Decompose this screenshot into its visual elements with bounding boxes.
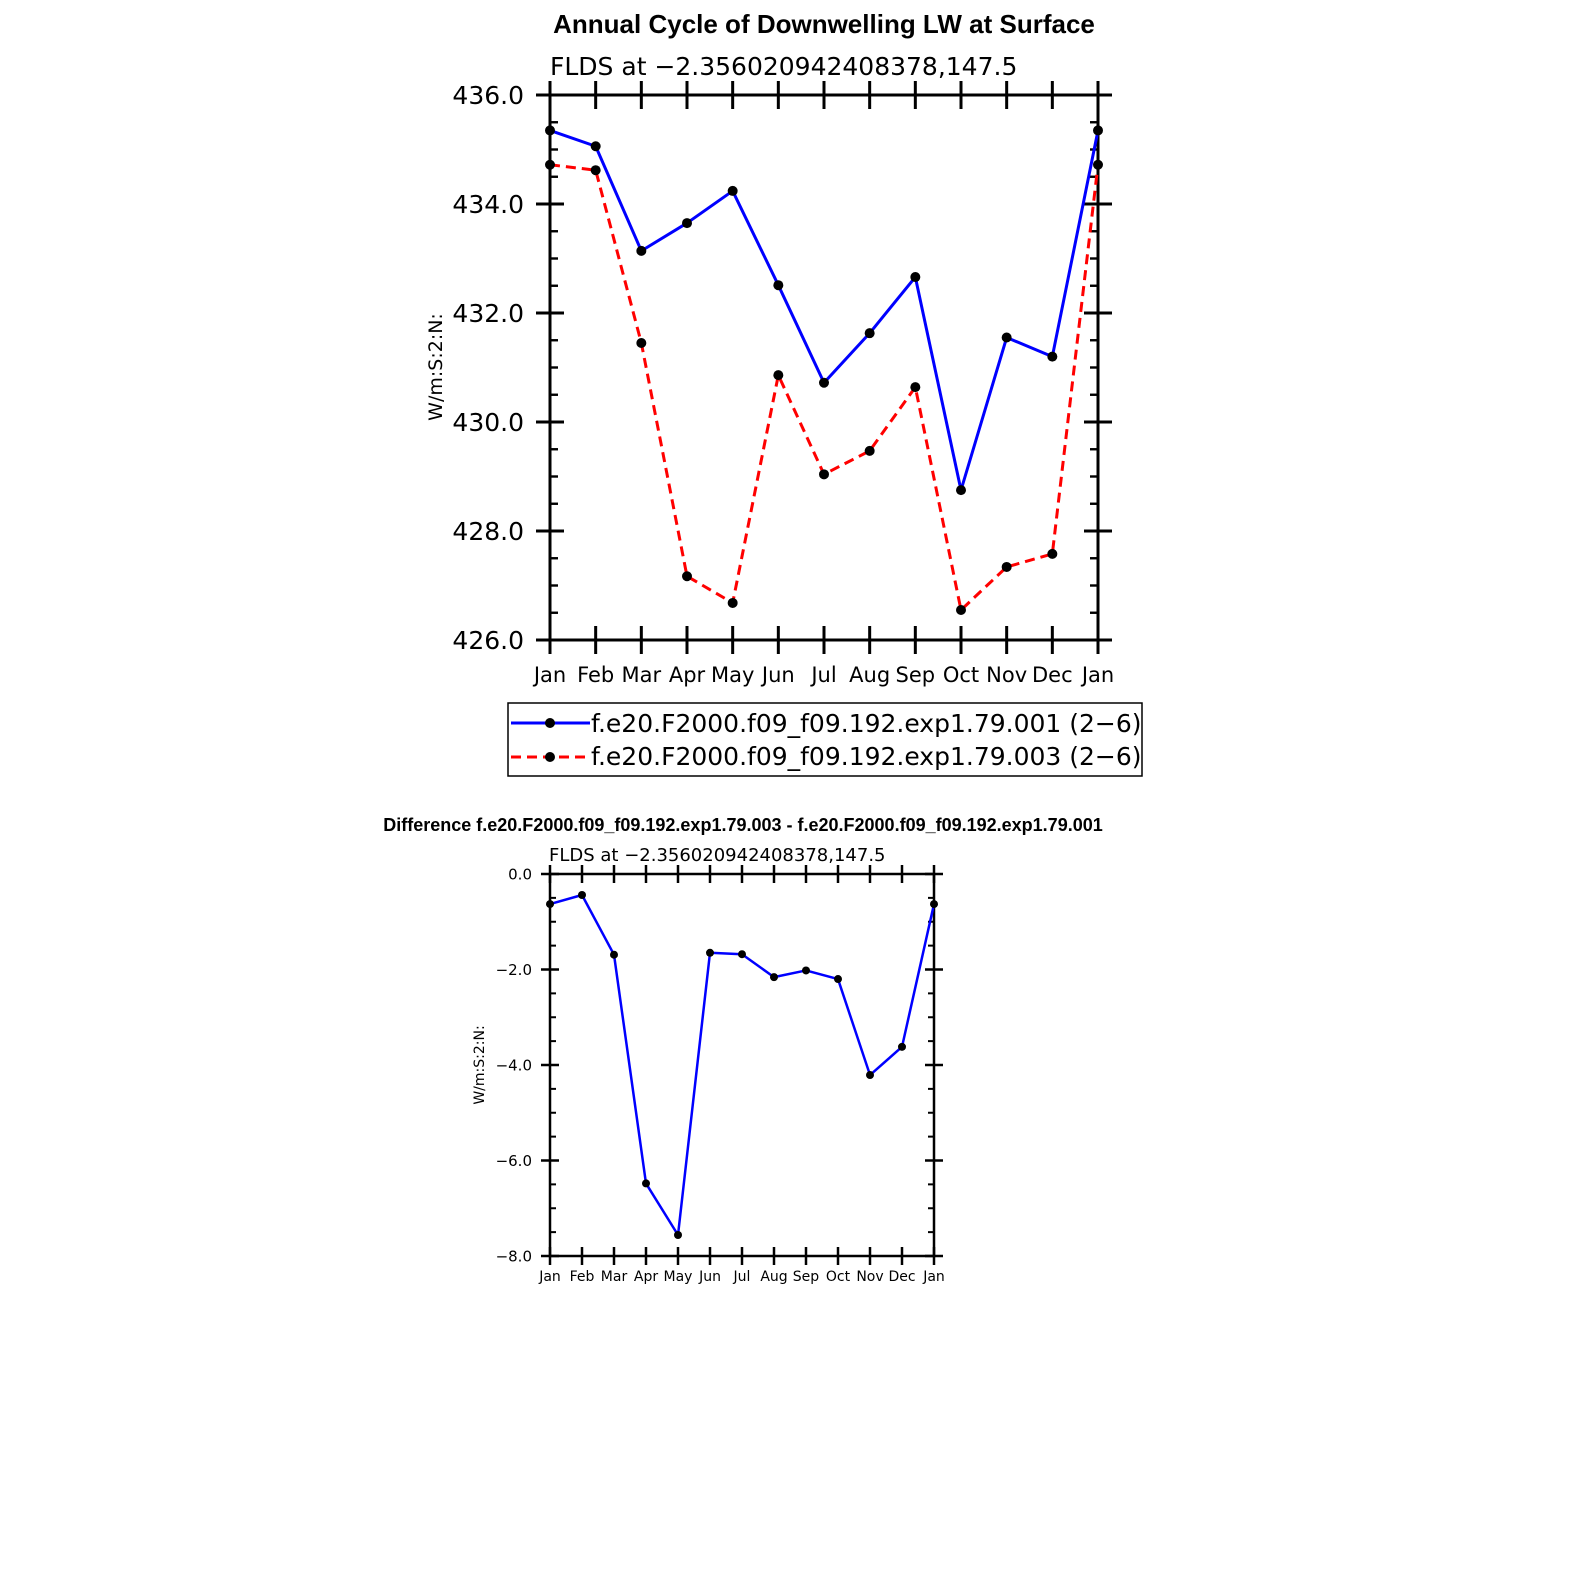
chart-2-y-tick-label: −6.0 xyxy=(496,1152,532,1170)
chart-2-x-tick-label: Jan xyxy=(538,1269,561,1285)
chart-2-x-tick-label: Apr xyxy=(634,1269,658,1285)
chart-1-x-tick-label: Dec xyxy=(1032,663,1073,687)
chart-1-x-tick-label: Jan xyxy=(532,663,566,687)
chart-1-x-tick-label: Sep xyxy=(896,663,936,687)
chart-1-series-2-point xyxy=(956,605,966,616)
chart-1-series-1-point xyxy=(545,125,555,136)
chart-1-legend: f.e20.F2000.f09_f09.192.exp1.79.001 (2−6… xyxy=(507,702,1143,777)
chart-1-series-2-point xyxy=(1001,561,1012,572)
chart-1-x-tick-label: Jan xyxy=(1080,663,1114,687)
chart-2-series-1-point xyxy=(834,975,842,984)
chart-2-x-tick-label: Dec xyxy=(888,1269,915,1285)
chart-2-series-1-point xyxy=(866,1071,874,1080)
chart-2-x-tick-label: Sep xyxy=(793,1269,820,1285)
chart-1-series-2-point xyxy=(636,337,647,348)
chart-1-subtitle: FLDS at −2.356020942408378,147.5 xyxy=(550,52,1017,81)
legend-item-series-1: f.e20.F2000.f09_f09.192.exp1.79.001 (2−6… xyxy=(511,709,1142,738)
chart-2-series-1-point xyxy=(642,1179,650,1188)
chart-1-x-tick-label: Nov xyxy=(986,663,1027,687)
chart-2-y-tick-label: 0.0 xyxy=(508,865,532,883)
chart-1-x-tick-label: Feb xyxy=(577,663,614,687)
chart-2-x-tick-label: Jun xyxy=(698,1269,721,1285)
chart-1-series-2-point xyxy=(590,165,601,176)
chart-2-x-tick-label: Oct xyxy=(826,1269,851,1285)
chart-2-series-1-point xyxy=(578,891,586,900)
chart-2-series-1-point xyxy=(802,966,810,975)
chart-1-series-2-point xyxy=(910,382,921,393)
chart-1-y-tick-label: 430.0 xyxy=(452,408,524,437)
chart-2-y-tick-label: −8.0 xyxy=(496,1247,532,1265)
chart-1-x-tick-label: Jul xyxy=(809,663,836,687)
chart-2-series-1-point xyxy=(770,973,778,982)
chart-1-plot: 426.0 428.0 430.0 432.0 434.0 436.0 Jan Feb Mar A… xyxy=(452,81,1114,687)
chart-1-series-1-point xyxy=(590,141,601,152)
chart-1-x-tick-label: Apr xyxy=(669,663,706,687)
chart-1-series-1-point xyxy=(636,245,647,256)
chart-2-series-1-point xyxy=(610,950,618,959)
chart-1-series-1-point xyxy=(1093,125,1103,136)
chart-2-y-axis-title: W/m:S:2:N: xyxy=(472,1025,488,1104)
chart-2-title: Difference f.e20.F2000.f09_f09.192.exp1.… xyxy=(383,815,1102,835)
chart-2-x-tick-label: May xyxy=(664,1269,693,1285)
chart-2-x-tick-label: Aug xyxy=(760,1269,787,1285)
chart-2-x-tick-label: Jan xyxy=(922,1269,945,1285)
chart-1-series-2-point xyxy=(1093,159,1103,170)
chart-1-y-tick-label: 436.0 xyxy=(452,81,524,110)
chart-1-y-tick-label: 426.0 xyxy=(452,626,524,655)
chart-2-series-1-point xyxy=(674,1230,682,1239)
chart-1-plot-frame xyxy=(548,93,1100,642)
chart-1-y-tick-label: 434.0 xyxy=(452,190,524,219)
chart-1-series-2-point xyxy=(773,370,784,381)
chart-1-title: Annual Cycle of Downwelling LW at Surfac… xyxy=(553,9,1095,39)
chart-2-series-1-point xyxy=(738,950,746,959)
legend-box xyxy=(507,702,1143,777)
chart-2-series-1-point xyxy=(706,948,714,957)
chart-1-series-1-point xyxy=(864,328,875,339)
legend-marker-series-2 xyxy=(545,752,555,762)
chart-1-x-tick-label: Mar xyxy=(622,663,662,687)
chart-1-series-2-point xyxy=(819,469,829,480)
legend-label-series-1: f.e20.F2000.f09_f09.192.exp1.79.001 (2−6… xyxy=(591,709,1142,738)
chart-2-x-tick-label: Mar xyxy=(601,1269,628,1285)
chart-2-subtitle: FLDS at −2.356020942408378,147.5 xyxy=(549,845,886,866)
chart-2-y-tick-label: −4.0 xyxy=(496,1056,532,1074)
chart-2-series-1-point xyxy=(546,900,554,909)
chart-2-series-1-point xyxy=(930,900,938,909)
chart-1-y-axis-title: W/m:S:2:N: xyxy=(425,313,447,421)
chart-1-series-1-point xyxy=(727,185,738,196)
chart-1-x-tick-label: Oct xyxy=(943,663,979,687)
chart-1-series-1-point xyxy=(819,377,829,388)
legend-label-series-2: f.e20.F2000.f09_f09.192.exp1.79.003 (2−6… xyxy=(591,742,1142,771)
legend-marker-series-1 xyxy=(545,718,555,728)
chart-2-y-tick-label: −2.0 xyxy=(496,961,532,979)
chart-2-series-1-point xyxy=(898,1042,906,1051)
chart-2-x-tick-label: Feb xyxy=(570,1269,595,1285)
chart-1-series-2-point xyxy=(545,159,555,170)
legend-item-series-2: f.e20.F2000.f09_f09.192.exp1.79.003 (2−6… xyxy=(511,742,1142,771)
chart-1-x-tick-label: Aug xyxy=(849,663,890,687)
chart-1-series-2-point xyxy=(727,597,738,608)
chart-1-series-1-point xyxy=(1001,332,1012,343)
chart-1-series-1-point xyxy=(956,485,966,496)
chart-2-plot: −8.0 −6.0 −4.0 −2.0 0.0 Jan Feb Mar Apr May Jun Jul… xyxy=(496,865,945,1285)
chart-1-y-tick-label: 428.0 xyxy=(452,517,524,546)
chart-1-series-1-line xyxy=(549,129,1100,492)
chart-2-plot-frame xyxy=(548,872,936,1258)
chart-2-series-1-line xyxy=(549,893,936,1237)
chart-1-x-tick-label: Jun xyxy=(760,663,795,687)
chart-2-x-tick-label: Nov xyxy=(856,1269,883,1285)
chart-1-series-1-point xyxy=(910,272,921,283)
chart-2-x-tick-label: Jul xyxy=(733,1269,751,1285)
chart-1-x-tick-label: May xyxy=(711,663,754,687)
chart-1-series-1-point xyxy=(1047,351,1058,362)
chart-1-series-2-point xyxy=(1047,548,1058,559)
chart-1-series-2-point xyxy=(682,571,692,582)
chart-1-y-tick-label: 432.0 xyxy=(452,299,524,328)
chart-1-series-1-point xyxy=(773,280,784,291)
chart-1-series-2-point xyxy=(864,445,875,456)
chart-1-series-1-point xyxy=(682,218,692,229)
